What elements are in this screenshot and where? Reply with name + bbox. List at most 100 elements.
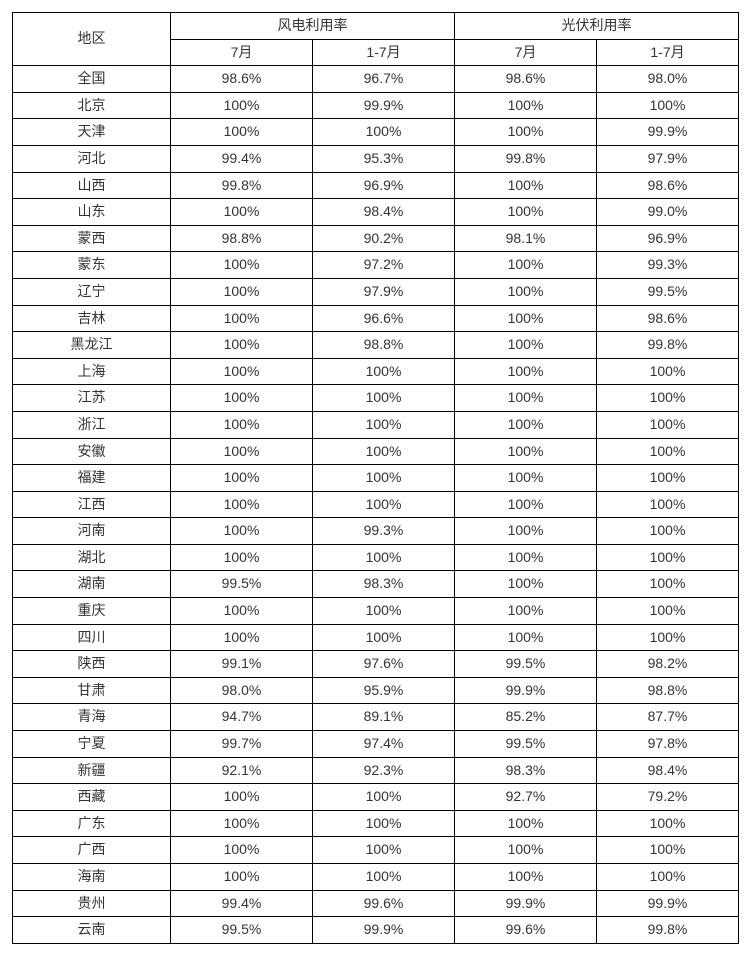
cell-wind-ytd: 100% xyxy=(313,837,455,864)
table-row: 广西100%100%100%100% xyxy=(13,837,739,864)
cell-pv-jul: 100% xyxy=(455,411,597,438)
cell-region: 天津 xyxy=(13,119,171,146)
table-row: 北京100%99.9%100%100% xyxy=(13,92,739,119)
cell-wind-ytd: 100% xyxy=(313,465,455,492)
table-row: 海南100%100%100%100% xyxy=(13,864,739,891)
table-row: 宁夏99.7%97.4%99.5%97.8% xyxy=(13,731,739,758)
cell-wind-ytd: 97.4% xyxy=(313,731,455,758)
cell-pv-ytd: 98.8% xyxy=(597,677,739,704)
cell-wind-ytd: 99.6% xyxy=(313,890,455,917)
cell-wind-ytd: 100% xyxy=(313,411,455,438)
cell-wind-ytd: 89.1% xyxy=(313,704,455,731)
table-row: 青海94.7%89.1%85.2%87.7% xyxy=(13,704,739,731)
cell-pv-jul: 99.5% xyxy=(455,731,597,758)
cell-pv-ytd: 100% xyxy=(597,465,739,492)
header-pv-group: 光伏利用率 xyxy=(455,13,739,40)
cell-pv-jul: 99.9% xyxy=(455,677,597,704)
table-body: 全国98.6%96.7%98.6%98.0%北京100%99.9%100%100… xyxy=(13,66,739,944)
table-row: 四川100%100%100%100% xyxy=(13,624,739,651)
cell-pv-jul: 100% xyxy=(455,598,597,625)
table-row: 新疆92.1%92.3%98.3%98.4% xyxy=(13,757,739,784)
cell-pv-jul: 99.9% xyxy=(455,890,597,917)
cell-wind-jul: 100% xyxy=(171,864,313,891)
cell-pv-ytd: 98.2% xyxy=(597,651,739,678)
cell-region: 贵州 xyxy=(13,890,171,917)
cell-pv-ytd: 99.0% xyxy=(597,199,739,226)
cell-wind-jul: 98.8% xyxy=(171,225,313,252)
header-wind-jul: 7月 xyxy=(171,39,313,66)
cell-wind-ytd: 100% xyxy=(313,544,455,571)
cell-pv-ytd: 100% xyxy=(597,624,739,651)
cell-pv-jul: 100% xyxy=(455,358,597,385)
cell-region: 重庆 xyxy=(13,598,171,625)
cell-pv-jul: 100% xyxy=(455,518,597,545)
cell-wind-jul: 100% xyxy=(171,332,313,359)
table-row: 重庆100%100%100%100% xyxy=(13,598,739,625)
cell-pv-ytd: 100% xyxy=(597,518,739,545)
cell-pv-jul: 85.2% xyxy=(455,704,597,731)
cell-region: 海南 xyxy=(13,864,171,891)
cell-wind-jul: 100% xyxy=(171,358,313,385)
cell-pv-ytd: 100% xyxy=(597,358,739,385)
table-row: 辽宁100%97.9%100%99.5% xyxy=(13,278,739,305)
cell-wind-ytd: 96.9% xyxy=(313,172,455,199)
cell-wind-jul: 100% xyxy=(171,385,313,412)
cell-pv-ytd: 99.9% xyxy=(597,890,739,917)
cell-wind-jul: 99.7% xyxy=(171,731,313,758)
cell-wind-jul: 99.4% xyxy=(171,145,313,172)
cell-pv-jul: 100% xyxy=(455,544,597,571)
cell-wind-ytd: 97.6% xyxy=(313,651,455,678)
cell-region: 甘肃 xyxy=(13,677,171,704)
cell-region: 福建 xyxy=(13,465,171,492)
table-row: 江苏100%100%100%100% xyxy=(13,385,739,412)
table-row: 云南99.5%99.9%99.6%99.8% xyxy=(13,917,739,944)
cell-pv-jul: 100% xyxy=(455,465,597,492)
cell-pv-ytd: 100% xyxy=(597,411,739,438)
table-row: 蒙西98.8%90.2%98.1%96.9% xyxy=(13,225,739,252)
cell-wind-jul: 99.8% xyxy=(171,172,313,199)
cell-region: 浙江 xyxy=(13,411,171,438)
cell-wind-jul: 100% xyxy=(171,92,313,119)
cell-region: 吉林 xyxy=(13,305,171,332)
cell-wind-jul: 100% xyxy=(171,810,313,837)
cell-pv-jul: 99.6% xyxy=(455,917,597,944)
cell-region: 河北 xyxy=(13,145,171,172)
cell-region: 蒙西 xyxy=(13,225,171,252)
cell-wind-ytd: 100% xyxy=(313,491,455,518)
cell-region: 广西 xyxy=(13,837,171,864)
cell-region: 广东 xyxy=(13,810,171,837)
cell-region: 新疆 xyxy=(13,757,171,784)
cell-pv-ytd: 98.6% xyxy=(597,305,739,332)
cell-wind-jul: 99.4% xyxy=(171,890,313,917)
cell-wind-jul: 92.1% xyxy=(171,757,313,784)
cell-wind-ytd: 98.4% xyxy=(313,199,455,226)
cell-pv-jul: 98.3% xyxy=(455,757,597,784)
cell-region: 宁夏 xyxy=(13,731,171,758)
table-row: 浙江100%100%100%100% xyxy=(13,411,739,438)
cell-pv-ytd: 100% xyxy=(597,571,739,598)
cell-wind-ytd: 99.9% xyxy=(313,917,455,944)
cell-region: 河南 xyxy=(13,518,171,545)
table-row: 河北99.4%95.3%99.8%97.9% xyxy=(13,145,739,172)
cell-wind-ytd: 100% xyxy=(313,810,455,837)
cell-pv-ytd: 100% xyxy=(597,385,739,412)
cell-pv-jul: 100% xyxy=(455,810,597,837)
cell-pv-jul: 100% xyxy=(455,438,597,465)
utilization-table-wrapper: 地区 风电利用率 光伏利用率 7月 1-7月 7月 1-7月 全国98.6%96… xyxy=(12,12,738,944)
table-row: 河南100%99.3%100%100% xyxy=(13,518,739,545)
cell-pv-ytd: 100% xyxy=(597,598,739,625)
cell-pv-jul: 100% xyxy=(455,491,597,518)
cell-wind-ytd: 100% xyxy=(313,119,455,146)
cell-region: 辽宁 xyxy=(13,278,171,305)
cell-pv-ytd: 98.4% xyxy=(597,757,739,784)
cell-wind-ytd: 96.7% xyxy=(313,66,455,93)
table-row: 山西99.8%96.9%100%98.6% xyxy=(13,172,739,199)
cell-wind-jul: 99.5% xyxy=(171,917,313,944)
cell-pv-jul: 100% xyxy=(455,278,597,305)
cell-region: 四川 xyxy=(13,624,171,651)
cell-pv-jul: 100% xyxy=(455,837,597,864)
cell-pv-jul: 100% xyxy=(455,172,597,199)
cell-pv-jul: 99.8% xyxy=(455,145,597,172)
cell-wind-jul: 100% xyxy=(171,411,313,438)
cell-region: 江西 xyxy=(13,491,171,518)
